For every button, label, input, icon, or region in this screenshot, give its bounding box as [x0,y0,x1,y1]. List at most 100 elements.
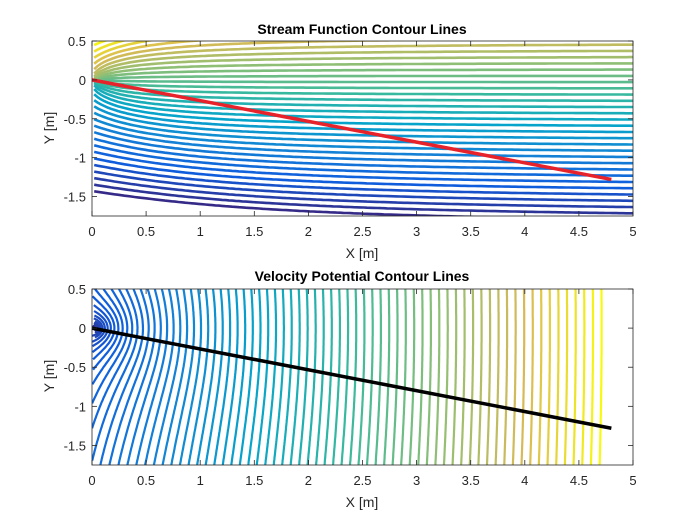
x-tick-label: 0.5 [137,224,155,239]
x-axis-label: X [m] [346,245,379,261]
x-tick-label: 0 [88,224,95,239]
contour-line [93,144,633,177]
contour-line [93,41,209,65]
contour-line [92,304,112,353]
contour-line [365,289,374,465]
contour-line [238,289,254,465]
contour-line [93,111,633,146]
x-tick-label: 1.5 [245,224,263,239]
y-tick-label: -1 [74,151,86,166]
contour-line [221,289,239,465]
contour-line [494,289,500,465]
chart-title: Stream Function Contour Lines [257,21,466,37]
y-axis-label: Y [m] [41,360,57,392]
x-tick-label: 0.5 [137,473,155,488]
contour-line [93,79,633,96]
x-tick-label: 2 [305,473,312,488]
contour-line [92,289,124,385]
contour-line [93,183,633,215]
x-tick-label: 5 [629,473,636,488]
contour-line [108,289,150,465]
contour-line [520,289,526,465]
x-tick-label: 4 [521,473,528,488]
contour-line [93,55,633,79]
contour-line [93,150,633,184]
contour-line [555,289,560,465]
contour-line [581,289,586,465]
contour-line [94,176,633,209]
contour-line [230,289,247,465]
contour-line [92,295,116,361]
x-tick-label: 0 [88,473,95,488]
axis-ticks: 0 0.5 1 1.5 2 2.5 3 3.5 4 4.5 5 0.5 0 -0.5 -1 -1.5 [64,34,637,239]
contour-line [477,289,483,465]
contour-line [563,289,569,465]
x-tick-label: 3.5 [462,224,480,239]
contour-line [93,124,633,159]
contour-line [298,289,309,465]
x-tick-label: 3 [413,473,420,488]
contour-line [187,289,210,465]
contour-line [93,157,633,190]
velocity-potential-plot: Velocity Potential Contour Lines 0 0.5 1 1.… [41,268,637,510]
contour-line [196,289,217,465]
chart-title: Velocity Potential Contour Lines [255,268,470,284]
contour-line [425,289,432,465]
body-line [91,78,612,182]
contour-line [572,289,577,465]
y-tick-label: 0.5 [68,34,86,49]
contour-line [93,99,633,134]
overlay-line [91,78,612,182]
contour-line [460,289,466,465]
contour-line [94,74,633,81]
contour-line [170,289,196,465]
x-tick-label: 3.5 [462,473,480,488]
x-tick-label: 2.5 [353,473,371,488]
contour-line [92,289,139,461]
contour-line [434,289,441,465]
contour-line [178,289,203,465]
contour-line [468,289,475,465]
x-tick-label: 1 [197,224,204,239]
contour-line [529,289,534,465]
contour-line [247,289,262,465]
x-tick-label: 5 [629,224,636,239]
contour-line [93,68,633,81]
contour-line [511,289,517,465]
contour-line [589,289,595,465]
x-axis-label: X [m] [346,494,379,510]
contour-line [213,289,232,465]
stream-function-plot: Stream Function Contour Lines 0 0.5 1 1.5 2 2… [41,21,637,261]
y-tick-label: -1.5 [64,190,86,205]
contour-line [93,105,633,140]
contour-line [135,289,169,465]
x-tick-label: 1.5 [245,473,263,488]
contour-line [348,289,358,465]
contour-line [93,84,633,115]
contour-line [93,82,633,109]
contour-line [306,289,317,465]
x-tick-label: 4.5 [570,224,588,239]
contour-line [281,289,293,465]
contour-line [117,289,156,465]
overlay-line [91,326,612,430]
contour-line [93,317,104,339]
contour-line [93,62,633,80]
y-tick-label: -0.5 [64,112,86,127]
axis-ticks: 0 0.5 1 1.5 2 2.5 3 3.5 4 4.5 5 0.5 0 -0.5 -1 -1.5 [64,282,637,488]
y-tick-label: -0.5 [64,360,86,375]
contour-line [161,289,189,465]
contour-line [357,289,366,465]
contour-line [92,289,129,404]
y-tick-label: -1 [74,399,86,414]
contour-lines [93,41,633,216]
contour-line [537,289,543,465]
contour-line [93,170,633,203]
contour-line [152,289,182,465]
contour-line [93,137,633,171]
contour-line [93,41,442,71]
contour-line [417,289,424,465]
body-line [91,326,612,430]
contour-line [451,289,458,465]
